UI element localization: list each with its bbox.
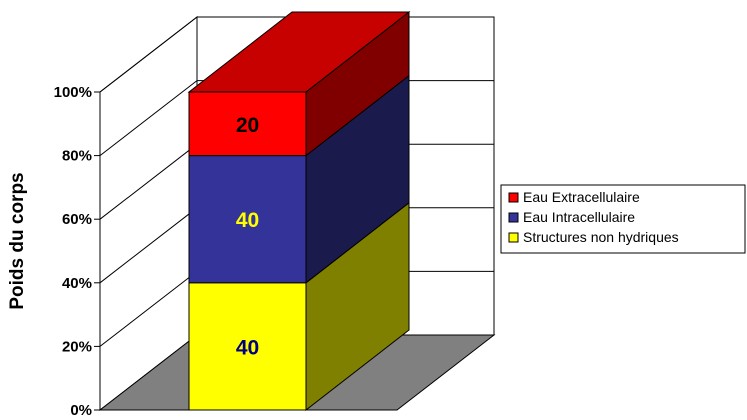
bar-front-face: [188, 282, 307, 411]
gridline-side: [99, 80, 198, 156]
legend-swatch: [508, 192, 519, 203]
y-tick-label: 40%: [62, 275, 92, 292]
y-axis-title: Poids du corps: [7, 172, 28, 309]
bar-segment: [188, 74, 410, 284]
bar-stack: [187, 10, 411, 412]
data-label: 40: [236, 336, 259, 359]
bar-segment: [188, 201, 410, 412]
data-label: 20: [236, 114, 259, 137]
gridline-side: [99, 207, 198, 284]
legend-swatch: [508, 212, 519, 223]
y-tick-label: 0%: [70, 402, 92, 419]
bar-front-face: [188, 91, 307, 157]
y-axis-ticks: 0% 20% 40% 60% 80% 100%: [54, 84, 100, 419]
legend-swatch: [508, 232, 519, 243]
y-tick-label: 100%: [54, 84, 92, 101]
legend-box: [500, 184, 746, 254]
data-label: 40: [236, 209, 259, 232]
gridline-side: [99, 16, 198, 93]
bar-top-face: [187, 11, 411, 93]
bar-segment: [187, 10, 411, 157]
y-tick-label: 80%: [62, 148, 92, 165]
gridline-side: [99, 271, 198, 347]
y-tick-label: 20%: [62, 338, 92, 355]
legend: Eau Extracellulaire Eau Intracellulaire St…: [500, 184, 746, 254]
y-tick-label: 60%: [62, 211, 92, 228]
legend-label: Structures non hydriques: [523, 229, 679, 245]
legend-label: Eau Extracellulaire: [523, 189, 640, 205]
bar-front-face: [188, 155, 307, 284]
legend-label: Eau Intracellulaire: [523, 209, 635, 225]
gridline-side: [99, 143, 198, 220]
data-labels: 40 40 20: [236, 114, 259, 360]
